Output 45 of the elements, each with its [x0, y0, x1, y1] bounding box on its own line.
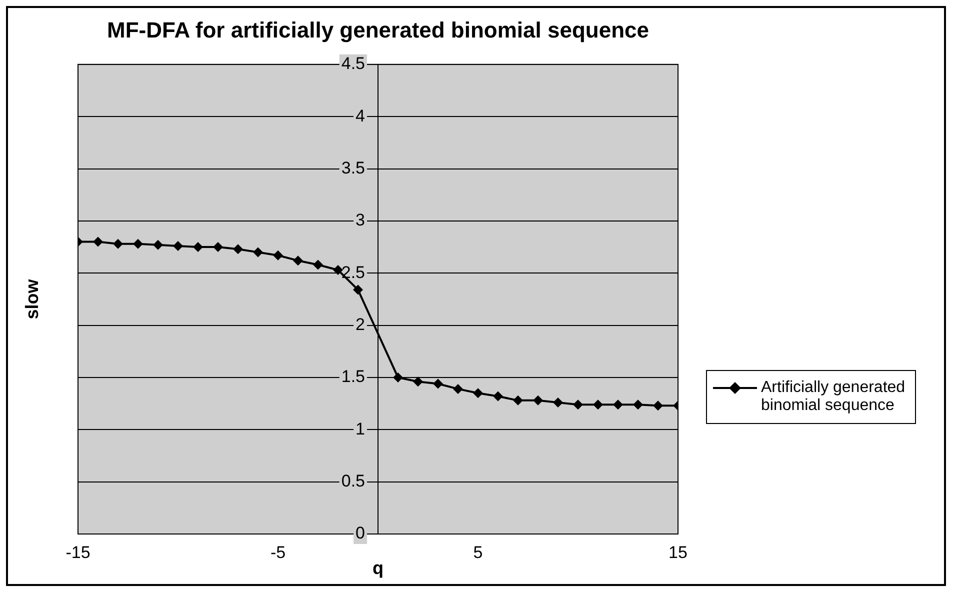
- point: [633, 400, 643, 410]
- point: [93, 236, 103, 247]
- point: [233, 244, 243, 254]
- point: [413, 376, 423, 387]
- chart-title: MF-DFA for artificially generated binomial sequence: [107, 17, 649, 42]
- x-tick-label: -5: [270, 542, 286, 562]
- y-axis-title: slow: [22, 278, 42, 320]
- y-tick-label: 1: [356, 419, 365, 438]
- point: [313, 260, 323, 270]
- point: [493, 391, 503, 402]
- legend-label: Artificially generated binomial sequence: [761, 379, 906, 415]
- point: [653, 400, 663, 411]
- point: [173, 240, 183, 251]
- y-tick-label: 1.5: [341, 367, 365, 386]
- y-tick-label: 3.5: [341, 158, 365, 178]
- point: [613, 400, 623, 410]
- point: [593, 400, 603, 410]
- x-tick-label: 15: [668, 542, 688, 562]
- point: [393, 372, 403, 382]
- y-tick-label: 0.5: [341, 472, 365, 491]
- point: [433, 378, 443, 389]
- y-tick-label: 2: [356, 314, 365, 334]
- y-tick-label: 4.5: [341, 54, 365, 74]
- point: [333, 264, 343, 275]
- x-tick-label: -15: [66, 542, 90, 562]
- point: [273, 250, 283, 260]
- point: [113, 238, 123, 249]
- point: [133, 238, 143, 249]
- point: [253, 247, 263, 258]
- y-tick-label: 3: [356, 210, 365, 230]
- x-tick-label: 5: [473, 542, 483, 562]
- point: [453, 384, 463, 394]
- point: [473, 388, 483, 398]
- point: [553, 398, 563, 408]
- point: [533, 395, 543, 406]
- point: [353, 284, 363, 295]
- x-axis-title: q: [372, 558, 384, 578]
- point: [213, 242, 223, 252]
- point: [573, 400, 583, 410]
- point: [293, 256, 303, 266]
- y-tick-label: 0: [356, 524, 365, 543]
- point: [153, 240, 163, 250]
- y-tick-label: 4: [356, 106, 365, 126]
- point: [193, 242, 203, 252]
- point: [513, 395, 523, 406]
